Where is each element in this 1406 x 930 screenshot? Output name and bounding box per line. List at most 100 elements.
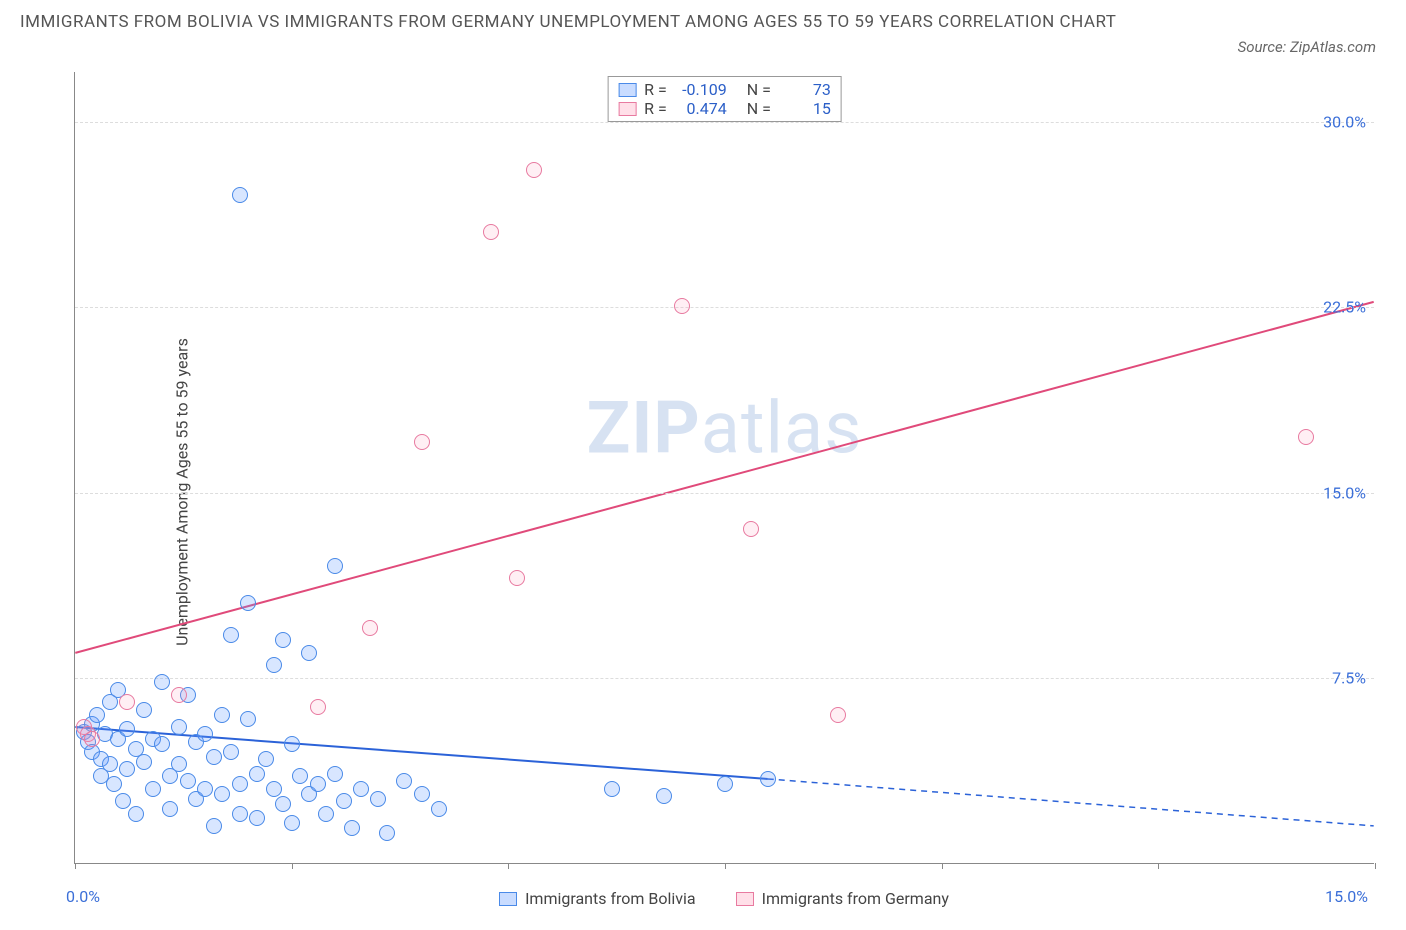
- data-point: [214, 707, 230, 723]
- data-point: [284, 736, 300, 752]
- data-point: [232, 187, 248, 203]
- data-point: [119, 761, 135, 777]
- data-point: [223, 744, 239, 760]
- data-point: [674, 298, 690, 314]
- data-point: [327, 558, 343, 574]
- legend-label: Immigrants from Bolivia: [525, 889, 696, 908]
- swatch-icon: [736, 892, 754, 906]
- data-point: [154, 674, 170, 690]
- data-point: [760, 771, 776, 787]
- x-tick: [75, 863, 76, 869]
- x-tick: [508, 863, 509, 869]
- data-point: [106, 776, 122, 792]
- data-point: [526, 162, 542, 178]
- x-tick: [1375, 863, 1376, 869]
- data-point: [171, 719, 187, 735]
- data-point: [266, 657, 282, 673]
- data-point: [318, 806, 334, 822]
- data-point: [362, 620, 378, 636]
- data-point: [145, 781, 161, 797]
- data-point: [266, 781, 282, 797]
- data-point: [154, 736, 170, 752]
- data-point: [115, 793, 131, 809]
- data-point: [327, 766, 343, 782]
- data-point: [180, 773, 196, 789]
- data-point: [240, 595, 256, 611]
- data-point: [171, 756, 187, 772]
- data-point: [370, 791, 386, 807]
- swatch-icon: [618, 102, 636, 116]
- data-point: [509, 570, 525, 586]
- data-point: [414, 786, 430, 802]
- data-point: [206, 749, 222, 765]
- gridline: [75, 307, 1374, 308]
- data-point: [102, 756, 118, 772]
- legend-item: Immigrants from Germany: [736, 889, 949, 908]
- data-point: [84, 731, 100, 747]
- trend-lines: [75, 72, 1374, 863]
- chart-title: IMMIGRANTS FROM BOLIVIA VS IMMIGRANTS FR…: [20, 10, 1140, 36]
- data-point: [249, 810, 265, 826]
- x-tick: [725, 863, 726, 869]
- data-point: [431, 801, 447, 817]
- corr-row: R = -0.109 N = 73: [618, 80, 831, 99]
- x-tick: [942, 863, 943, 869]
- data-point: [743, 521, 759, 537]
- r-value: 0.474: [675, 99, 727, 118]
- data-point: [301, 645, 317, 661]
- x-tick: [1158, 863, 1159, 869]
- y-tick-label: 30.0%: [1323, 112, 1366, 131]
- corr-row: R = 0.474 N = 15: [618, 99, 831, 118]
- source-attribution: Source: ZipAtlas.com: [1238, 38, 1376, 56]
- data-point: [483, 224, 499, 240]
- data-point: [414, 434, 430, 450]
- y-tick-label: 22.5%: [1323, 298, 1366, 317]
- data-point: [214, 786, 230, 802]
- data-point: [197, 726, 213, 742]
- data-point: [232, 776, 248, 792]
- data-point: [162, 801, 178, 817]
- data-point: [353, 781, 369, 797]
- gridline: [75, 122, 1374, 123]
- legend-item: Immigrants from Bolivia: [499, 889, 696, 908]
- data-point: [275, 796, 291, 812]
- data-point: [1298, 429, 1314, 445]
- legend-label: Immigrants from Germany: [762, 889, 949, 908]
- y-tick-label: 7.5%: [1332, 669, 1366, 688]
- bottom-legend: Immigrants from Bolivia Immigrants from …: [74, 889, 1374, 908]
- data-point: [128, 806, 144, 822]
- r-label: R =: [644, 80, 667, 99]
- n-label: N =: [747, 80, 771, 99]
- data-point: [275, 632, 291, 648]
- data-point: [240, 711, 256, 727]
- data-point: [258, 751, 274, 767]
- x-tick: [292, 863, 293, 869]
- swatch-icon: [499, 892, 517, 906]
- data-point: [604, 781, 620, 797]
- correlation-box: R = -0.109 N = 73 R = 0.474 N = 15: [607, 76, 842, 122]
- data-point: [284, 815, 300, 831]
- data-point: [292, 768, 308, 784]
- data-point: [197, 781, 213, 797]
- swatch-icon: [618, 83, 636, 97]
- data-point: [656, 788, 672, 804]
- r-value: -0.109: [675, 80, 727, 99]
- n-label: N =: [747, 99, 771, 118]
- data-point: [344, 820, 360, 836]
- n-value: 15: [779, 99, 831, 118]
- data-point: [379, 825, 395, 841]
- data-point: [396, 773, 412, 789]
- y-tick-label: 15.0%: [1323, 483, 1366, 502]
- chart-container: Unemployment Among Ages 55 to 59 years Z…: [20, 72, 1386, 912]
- data-point: [830, 707, 846, 723]
- watermark: ZIPatlas: [587, 385, 863, 470]
- n-value: 73: [779, 80, 831, 99]
- data-point: [336, 793, 352, 809]
- data-point: [310, 699, 326, 715]
- data-point: [310, 776, 326, 792]
- data-point: [136, 754, 152, 770]
- gridline: [75, 493, 1374, 494]
- data-point: [206, 818, 222, 834]
- data-point: [223, 627, 239, 643]
- gridline: [75, 678, 1374, 679]
